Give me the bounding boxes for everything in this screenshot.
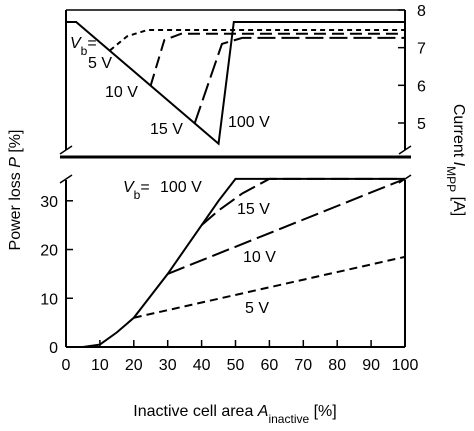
y-tick-label: 10 bbox=[40, 291, 58, 308]
x-tick-label: 90 bbox=[362, 357, 380, 374]
y2-tick-label: 8 bbox=[417, 3, 426, 20]
x-tick-label: 100 bbox=[392, 357, 419, 374]
y2-tick-label: 7 bbox=[417, 41, 426, 58]
series-label: 15 V bbox=[150, 121, 183, 138]
y2-tick-label: 5 bbox=[417, 116, 426, 133]
x-tick-label: 50 bbox=[227, 357, 245, 374]
label-part: MPP bbox=[444, 166, 458, 192]
x-tick-label: 80 bbox=[328, 357, 346, 374]
series-label: 5 V bbox=[245, 300, 269, 317]
series-label: 100 V bbox=[160, 179, 202, 196]
series-label: 100 V bbox=[228, 114, 270, 131]
x-axis-label: Inactive cell area Ainactive [%] bbox=[133, 403, 336, 426]
series-label: 15 V bbox=[237, 201, 270, 218]
y2-axis-label: Current IMPP [A] bbox=[444, 104, 467, 216]
series-line bbox=[200, 177, 405, 226]
x-tick-label: 0 bbox=[62, 357, 71, 374]
label-part: A bbox=[257, 403, 269, 420]
series-line bbox=[66, 21, 405, 146]
label-part: P bbox=[7, 157, 24, 168]
series-line bbox=[66, 177, 405, 348]
label-part: Power loss bbox=[7, 168, 24, 251]
series-line bbox=[133, 255, 406, 319]
y2-tick-label: 6 bbox=[417, 78, 426, 95]
x-tick-label: 40 bbox=[193, 357, 211, 374]
label-part: Current bbox=[450, 104, 467, 162]
label-part: [%] bbox=[7, 130, 24, 158]
y-axis-label: Power loss P [%] bbox=[7, 130, 24, 251]
series-line bbox=[149, 32, 405, 86]
x-tick-label: 60 bbox=[261, 357, 279, 374]
series-line bbox=[109, 28, 405, 52]
label-part: I bbox=[450, 162, 467, 167]
label-part: = bbox=[140, 179, 149, 196]
series-label: 10 V bbox=[105, 84, 138, 101]
label-part: [A] bbox=[450, 192, 467, 216]
y-tick-label: 0 bbox=[49, 340, 58, 357]
label-part: V bbox=[123, 179, 135, 196]
series-label: 5 V bbox=[88, 55, 112, 72]
label-part: Inactive cell area bbox=[133, 403, 258, 420]
vb-label: Vb= bbox=[123, 179, 150, 202]
x-tick-label: 30 bbox=[159, 357, 177, 374]
y-tick-label: 30 bbox=[40, 194, 58, 211]
x-tick-label: 70 bbox=[294, 357, 312, 374]
label-part: inactive bbox=[268, 412, 309, 426]
vb-label: Vb= bbox=[70, 35, 97, 58]
x-tick-label: 20 bbox=[125, 357, 143, 374]
label-part: b bbox=[134, 188, 141, 202]
label-part: [%] bbox=[309, 403, 337, 420]
label-part: = bbox=[87, 35, 96, 52]
label-part: b bbox=[81, 44, 88, 58]
y-tick-label: 20 bbox=[40, 243, 58, 260]
series-line bbox=[193, 36, 405, 124]
series-label: 10 V bbox=[243, 249, 276, 266]
series-line bbox=[167, 177, 406, 275]
label-part: V bbox=[70, 35, 82, 52]
x-tick-label: 10 bbox=[91, 357, 109, 374]
